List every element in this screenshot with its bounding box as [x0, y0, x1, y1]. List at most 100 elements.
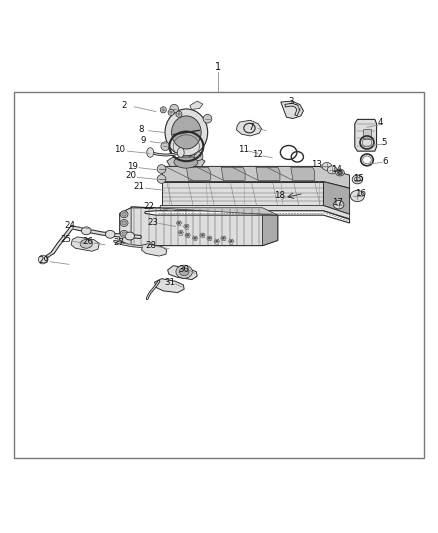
Circle shape	[337, 170, 343, 175]
Ellipse shape	[327, 166, 337, 174]
Circle shape	[178, 222, 180, 224]
Polygon shape	[131, 206, 278, 215]
Text: 31: 31	[165, 278, 176, 287]
Ellipse shape	[177, 148, 184, 157]
Polygon shape	[237, 120, 261, 136]
Circle shape	[157, 165, 166, 173]
Text: 3: 3	[288, 98, 293, 107]
Text: 17: 17	[332, 198, 343, 207]
Text: 9: 9	[141, 136, 146, 145]
Circle shape	[161, 142, 170, 150]
Circle shape	[180, 231, 182, 234]
Ellipse shape	[180, 268, 189, 276]
Text: 27: 27	[114, 238, 125, 247]
Ellipse shape	[81, 227, 91, 235]
Polygon shape	[355, 119, 377, 151]
Circle shape	[194, 237, 196, 239]
Polygon shape	[162, 166, 350, 188]
Circle shape	[157, 175, 166, 183]
Text: 11: 11	[238, 146, 249, 155]
Text: 25: 25	[60, 236, 71, 245]
Polygon shape	[167, 158, 205, 166]
Polygon shape	[120, 208, 131, 246]
Text: 2: 2	[121, 101, 127, 110]
Polygon shape	[262, 208, 278, 246]
Polygon shape	[162, 182, 323, 206]
Ellipse shape	[80, 239, 92, 248]
Circle shape	[185, 225, 187, 228]
Ellipse shape	[322, 163, 332, 171]
Text: 16: 16	[355, 189, 366, 198]
Ellipse shape	[165, 109, 208, 156]
Text: 5: 5	[381, 139, 387, 148]
Ellipse shape	[336, 169, 344, 176]
Ellipse shape	[333, 200, 344, 209]
Circle shape	[230, 240, 233, 243]
Polygon shape	[120, 208, 278, 246]
Text: 18: 18	[275, 191, 286, 200]
Ellipse shape	[147, 148, 154, 157]
Bar	[363, 130, 371, 139]
Bar	[14, 92, 424, 458]
Circle shape	[170, 104, 179, 113]
Circle shape	[39, 255, 47, 264]
Ellipse shape	[176, 265, 192, 278]
Text: 19: 19	[127, 162, 138, 171]
Ellipse shape	[122, 212, 126, 216]
Polygon shape	[221, 167, 245, 180]
Ellipse shape	[174, 156, 198, 168]
Ellipse shape	[125, 232, 134, 240]
Text: 4: 4	[377, 118, 383, 127]
Text: 30: 30	[179, 264, 190, 273]
Text: 7: 7	[248, 123, 254, 132]
Circle shape	[222, 237, 225, 239]
Circle shape	[168, 109, 174, 116]
Polygon shape	[155, 279, 184, 293]
Text: 13: 13	[311, 160, 322, 169]
Circle shape	[203, 115, 212, 123]
Text: 21: 21	[134, 182, 145, 191]
Circle shape	[176, 111, 182, 117]
Ellipse shape	[120, 220, 128, 227]
Polygon shape	[141, 244, 167, 256]
Ellipse shape	[352, 175, 363, 184]
Text: 15: 15	[353, 174, 364, 183]
Polygon shape	[256, 167, 280, 180]
Ellipse shape	[350, 190, 364, 201]
Text: 8: 8	[139, 125, 144, 134]
Circle shape	[215, 240, 218, 243]
Text: 6: 6	[382, 157, 388, 166]
Circle shape	[194, 152, 203, 160]
Ellipse shape	[120, 211, 128, 218]
Ellipse shape	[122, 221, 126, 225]
Polygon shape	[145, 211, 350, 223]
Ellipse shape	[106, 230, 115, 238]
Text: 29: 29	[39, 256, 49, 265]
Ellipse shape	[172, 116, 201, 149]
Text: 23: 23	[147, 217, 159, 227]
Text: 14: 14	[331, 165, 342, 174]
Text: 24: 24	[65, 221, 76, 230]
Text: 20: 20	[126, 172, 137, 181]
Circle shape	[201, 234, 204, 237]
Ellipse shape	[354, 177, 360, 182]
Text: 28: 28	[145, 241, 157, 249]
Polygon shape	[291, 167, 315, 180]
Polygon shape	[281, 101, 304, 118]
Text: 22: 22	[143, 202, 154, 211]
Circle shape	[160, 107, 166, 113]
Circle shape	[186, 234, 189, 237]
Circle shape	[208, 237, 211, 239]
Ellipse shape	[122, 232, 126, 236]
Polygon shape	[160, 206, 350, 219]
Polygon shape	[323, 182, 350, 214]
Polygon shape	[190, 101, 203, 109]
Text: 1: 1	[215, 62, 221, 72]
Polygon shape	[168, 265, 197, 279]
Text: 10: 10	[114, 146, 125, 155]
Polygon shape	[186, 167, 210, 180]
Ellipse shape	[120, 230, 128, 237]
Text: 12: 12	[252, 150, 263, 159]
Text: 26: 26	[82, 237, 93, 246]
Polygon shape	[71, 237, 99, 251]
